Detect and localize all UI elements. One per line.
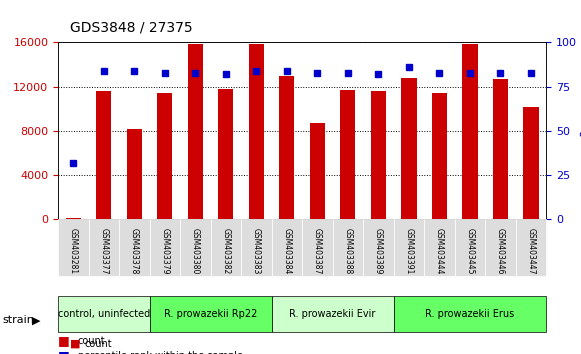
Bar [340,90,356,219]
Text: ■: ■ [58,334,70,347]
Bar [157,93,173,219]
FancyBboxPatch shape [394,219,424,276]
Text: GSM403281: GSM403281 [69,228,78,274]
FancyBboxPatch shape [150,296,271,332]
Text: GSM403379: GSM403379 [160,228,169,274]
Text: strain: strain [3,315,35,325]
Text: R. prowazekii Evir: R. prowazekii Evir [289,309,376,319]
Text: GSM403444: GSM403444 [435,228,444,274]
Bar [432,93,447,219]
Bar [188,44,203,219]
Text: GSM403377: GSM403377 [99,228,108,274]
Text: GSM403380: GSM403380 [191,228,200,274]
Text: R. prowazekii Rp22: R. prowazekii Rp22 [164,309,257,319]
FancyBboxPatch shape [363,219,394,276]
Text: GSM403378: GSM403378 [130,228,139,274]
Text: ■: ■ [70,339,80,349]
Text: count: count [84,339,112,349]
FancyBboxPatch shape [241,219,271,276]
FancyBboxPatch shape [210,219,241,276]
Bar [310,123,325,219]
Text: percentile rank within the sample: percentile rank within the sample [78,350,243,354]
Bar [96,91,112,219]
Text: GSM403445: GSM403445 [465,228,474,274]
Text: count: count [78,336,105,346]
Bar [127,129,142,219]
Bar [279,76,295,219]
FancyBboxPatch shape [424,219,454,276]
FancyBboxPatch shape [394,296,546,332]
FancyBboxPatch shape [485,219,516,276]
Text: GSM403388: GSM403388 [343,228,352,274]
FancyBboxPatch shape [150,219,180,276]
Text: ▶: ▶ [32,315,41,325]
Bar [66,218,81,219]
Text: GSM403446: GSM403446 [496,228,505,274]
FancyBboxPatch shape [88,219,119,276]
Bar [462,44,478,219]
FancyBboxPatch shape [302,219,332,276]
FancyBboxPatch shape [58,296,150,332]
FancyBboxPatch shape [58,219,88,276]
Text: GSM403387: GSM403387 [313,228,322,274]
Text: GDS3848 / 27375: GDS3848 / 27375 [70,21,192,35]
Bar [249,44,264,219]
Text: GSM403389: GSM403389 [374,228,383,274]
Text: GSM403447: GSM403447 [526,228,535,274]
Bar [401,78,417,219]
Text: GSM403383: GSM403383 [252,228,261,274]
FancyBboxPatch shape [332,219,363,276]
Text: ■: ■ [58,349,70,354]
FancyBboxPatch shape [271,296,394,332]
Text: R. prowazekii Erus: R. prowazekii Erus [425,309,515,319]
FancyBboxPatch shape [180,219,210,276]
Bar [493,79,508,219]
Text: control, uninfected: control, uninfected [58,309,150,319]
Text: GSM403391: GSM403391 [404,228,413,274]
Text: GSM403384: GSM403384 [282,228,291,274]
Text: GSM403382: GSM403382 [221,228,230,274]
Bar [523,107,539,219]
FancyBboxPatch shape [119,219,150,276]
FancyBboxPatch shape [454,219,485,276]
FancyBboxPatch shape [516,219,546,276]
Y-axis label: %: % [578,131,581,144]
Bar [371,91,386,219]
FancyBboxPatch shape [271,219,302,276]
Bar [218,89,234,219]
